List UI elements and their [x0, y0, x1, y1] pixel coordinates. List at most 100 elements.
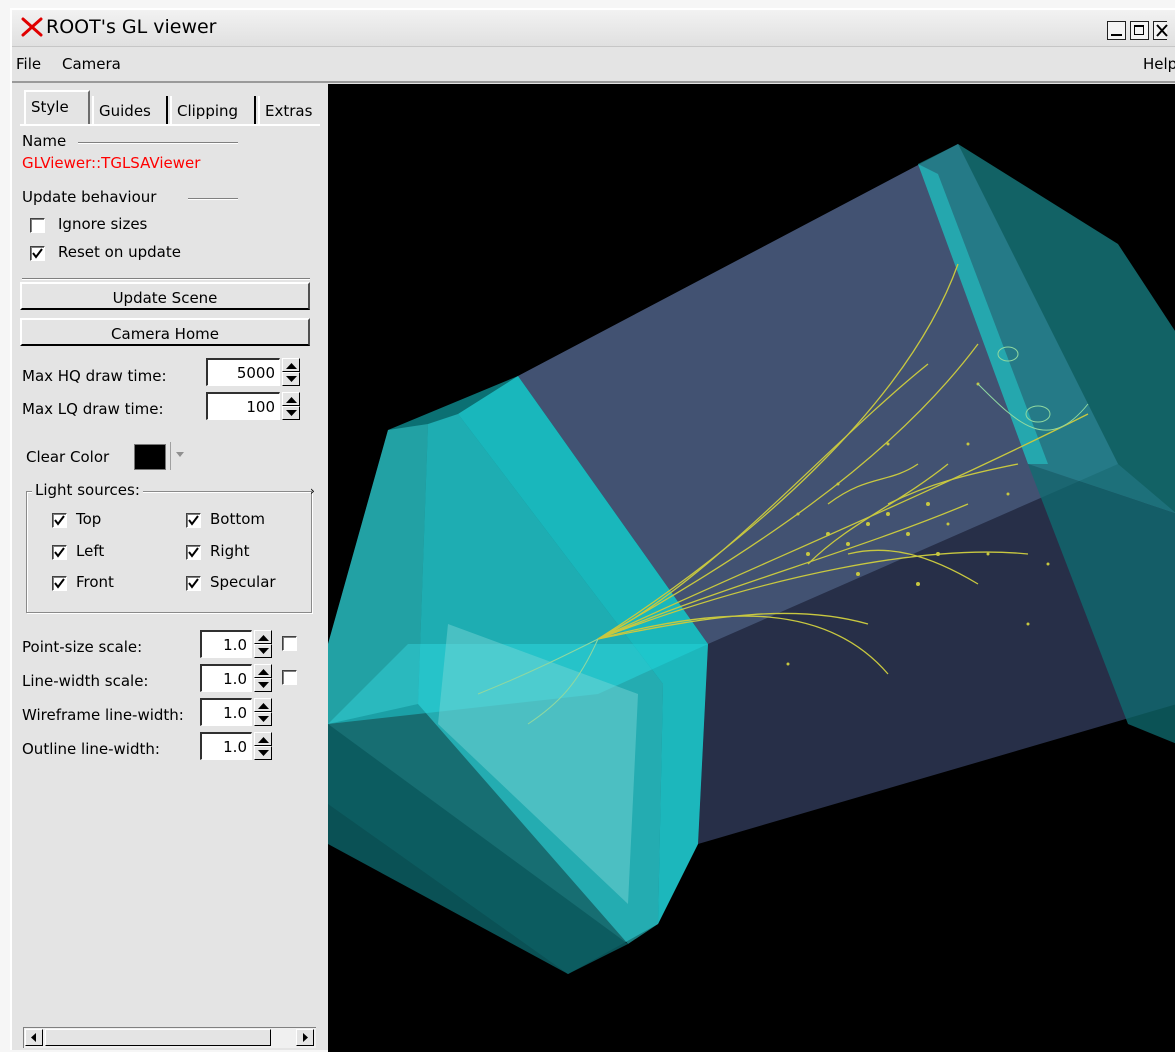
checkmark-icon: [188, 547, 199, 558]
light-right-label: Right: [210, 542, 250, 560]
outline-stepper[interactable]: [254, 732, 272, 760]
tab-clipping[interactable]: Clipping: [170, 96, 256, 126]
menu-file[interactable]: File: [16, 55, 42, 73]
endcap-bottom: [328, 724, 628, 974]
detector-box-edge: [918, 164, 1048, 464]
point-size-input[interactable]: 1.0: [200, 630, 252, 658]
minimize-button[interactable]: [1107, 21, 1126, 40]
menu-help[interactable]: Help: [1143, 55, 1175, 73]
arrow-up-icon: [258, 703, 269, 709]
secondary-tracks: [477, 346, 1089, 725]
max-lq-input[interactable]: 100: [206, 392, 280, 420]
light-front-label: Front: [76, 573, 114, 591]
editor-panel: Style Guides Clipping Extras Name GLView…: [20, 82, 326, 1050]
chevron-down-icon[interactable]: [176, 452, 184, 458]
endcap-layer-2: [418, 414, 663, 944]
light-front-checkbox[interactable]: [52, 576, 67, 591]
light-left-checkbox[interactable]: [52, 545, 67, 560]
arrow-down-icon: [286, 376, 297, 382]
tab-extras[interactable]: Extras: [258, 96, 320, 126]
line-width-checkbox[interactable]: [282, 670, 297, 685]
line-width-input[interactable]: 1.0: [200, 664, 252, 692]
name-separator: [78, 142, 238, 144]
menu-camera[interactable]: Camera: [62, 55, 121, 73]
camera-home-button[interactable]: Camera Home: [20, 318, 310, 346]
line-width-stepper[interactable]: [254, 664, 272, 692]
max-lq-stepper[interactable]: [282, 392, 300, 420]
ignore-sizes-checkbox[interactable]: [30, 218, 45, 233]
checkmark-icon: [54, 515, 65, 526]
arrow-up-icon: [286, 363, 297, 369]
light-bottom-checkbox[interactable]: [186, 513, 201, 528]
minimize-icon: [1111, 34, 1122, 36]
point-size-label: Point-size scale:: [22, 638, 143, 656]
reset-on-update-checkbox[interactable]: [30, 246, 45, 261]
root-x-icon: [21, 17, 43, 37]
outline-input[interactable]: 1.0: [200, 732, 252, 760]
ignore-sizes-label: Ignore sizes: [58, 215, 148, 233]
scroll-right-button[interactable]: [296, 1029, 314, 1046]
light-specular-label: Specular: [210, 573, 276, 591]
outline-label: Outline line-width:: [22, 740, 160, 758]
arrow-up-icon: [258, 737, 269, 743]
line-width-label: Line-width scale:: [22, 672, 149, 690]
maximize-icon: [1134, 25, 1144, 35]
particle-tracks: [597, 263, 1089, 675]
checkmark-icon: [54, 547, 65, 558]
wireframe-input[interactable]: 1.0: [200, 698, 252, 726]
arrow-right-icon: [303, 1033, 308, 1042]
tab-guides[interactable]: Guides: [92, 96, 168, 126]
tab-divider: [20, 124, 320, 126]
horizontal-scrollbar[interactable]: [23, 1027, 316, 1048]
separator: [22, 278, 310, 280]
clear-color-swatch[interactable]: [134, 444, 166, 470]
detector-box-right-face: [918, 144, 1175, 514]
arrow-up-icon: [258, 669, 269, 675]
scrollbar-thumb[interactable]: [45, 1029, 271, 1046]
clear-color-label: Clear Color: [26, 448, 110, 466]
arrow-down-icon: [258, 682, 269, 688]
checkmark-icon: [188, 578, 199, 589]
max-hq-label: Max HQ draw time:: [22, 367, 167, 385]
close-button[interactable]: [1153, 21, 1168, 40]
detector-box-side: [1028, 464, 1175, 744]
light-bottom-label: Bottom: [210, 510, 266, 528]
arrow-up-icon: [258, 635, 269, 641]
light-right-checkbox[interactable]: [186, 545, 201, 560]
endcap-layer-4: [328, 424, 428, 724]
endcap-highlight: [438, 624, 638, 904]
gl-viewport[interactable]: [328, 84, 1175, 1052]
endcap-layer-3: [458, 376, 708, 924]
arrow-down-icon: [258, 716, 269, 722]
checkmark-icon: [54, 578, 65, 589]
checkmark-icon: [188, 515, 199, 526]
max-hq-input[interactable]: 5000: [206, 358, 280, 386]
point-size-stepper[interactable]: [254, 630, 272, 658]
detector-scene: [328, 144, 1175, 974]
scroll-left-button[interactable]: [25, 1029, 43, 1046]
arrow-up-icon: [286, 397, 297, 403]
swatch-divider: [170, 442, 171, 470]
name-label: Name: [22, 132, 67, 150]
wireframe-stepper[interactable]: [254, 698, 272, 726]
viewer-name-value: GLViewer::TGLSAViewer: [22, 154, 201, 172]
light-specular-checkbox[interactable]: [186, 576, 201, 591]
update-behaviour-label: Update behaviour: [22, 188, 157, 206]
maximize-button[interactable]: [1130, 21, 1149, 40]
checkmark-icon: [32, 248, 43, 259]
wireframe-label: Wireframe line-width:: [22, 706, 184, 724]
point-size-checkbox[interactable]: [282, 636, 297, 651]
chevron-right-icon: ›: [310, 484, 315, 498]
gl-viewer-window: ROOT's GL viewer File Camera Help Style …: [10, 8, 1175, 1052]
max-hq-stepper[interactable]: [282, 358, 300, 386]
light-top-label: Top: [76, 510, 102, 528]
tab-style[interactable]: Style: [24, 90, 90, 124]
reset-on-update-label: Reset on update: [58, 243, 181, 261]
arrow-down-icon: [258, 750, 269, 756]
update-scene-button[interactable]: Update Scene: [20, 282, 310, 310]
arrow-down-icon: [258, 648, 269, 654]
light-top-checkbox[interactable]: [52, 513, 67, 528]
title-bar[interactable]: ROOT's GL viewer: [12, 10, 1175, 47]
max-lq-label: Max LQ draw time:: [22, 400, 164, 418]
light-left-label: Left: [76, 542, 105, 560]
